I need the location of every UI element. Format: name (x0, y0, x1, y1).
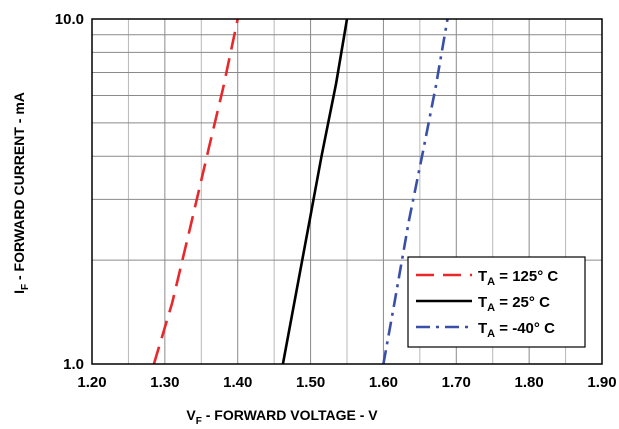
series-line-0 (152, 18, 239, 365)
legend: TA = 125° C TA = 25° C TA = -40° C (407, 256, 586, 348)
x-axis-title: VF - FORWARD VOLTAGE - V (186, 407, 378, 427)
x-tick-label: 1.50 (296, 374, 325, 391)
plot-frame (91, 18, 603, 365)
legend-label-2: TA = -40° C (478, 320, 555, 340)
legend-label-1: TA = 25° C (478, 294, 550, 314)
x-tick-label: 1.60 (369, 374, 398, 391)
series-line-2 (382, 18, 449, 365)
x-tick-label: 1.70 (442, 374, 471, 391)
y-axis-title: IF - FORWARD CURRENT - mA (11, 92, 31, 294)
series-line-1 (281, 18, 349, 365)
x-tick-label: 1.20 (77, 374, 106, 391)
y-tick-labels: 1.0 10.0 (55, 11, 84, 373)
y-tick-label: 1.0 (63, 356, 84, 373)
x-tick-labels: 1.20 1.30 1.40 1.50 1.60 1.70 1.80 1.90 (77, 374, 616, 391)
series-lines (152, 18, 449, 365)
y-tick-label: 10.0 (55, 11, 84, 28)
x-tick-label: 1.90 (587, 374, 616, 391)
x-tick-label: 1.80 (515, 374, 544, 391)
legend-label-0: TA = 125° C (478, 268, 558, 288)
x-tick-label: 1.30 (150, 374, 179, 391)
x-tick-label: 1.40 (223, 374, 252, 391)
